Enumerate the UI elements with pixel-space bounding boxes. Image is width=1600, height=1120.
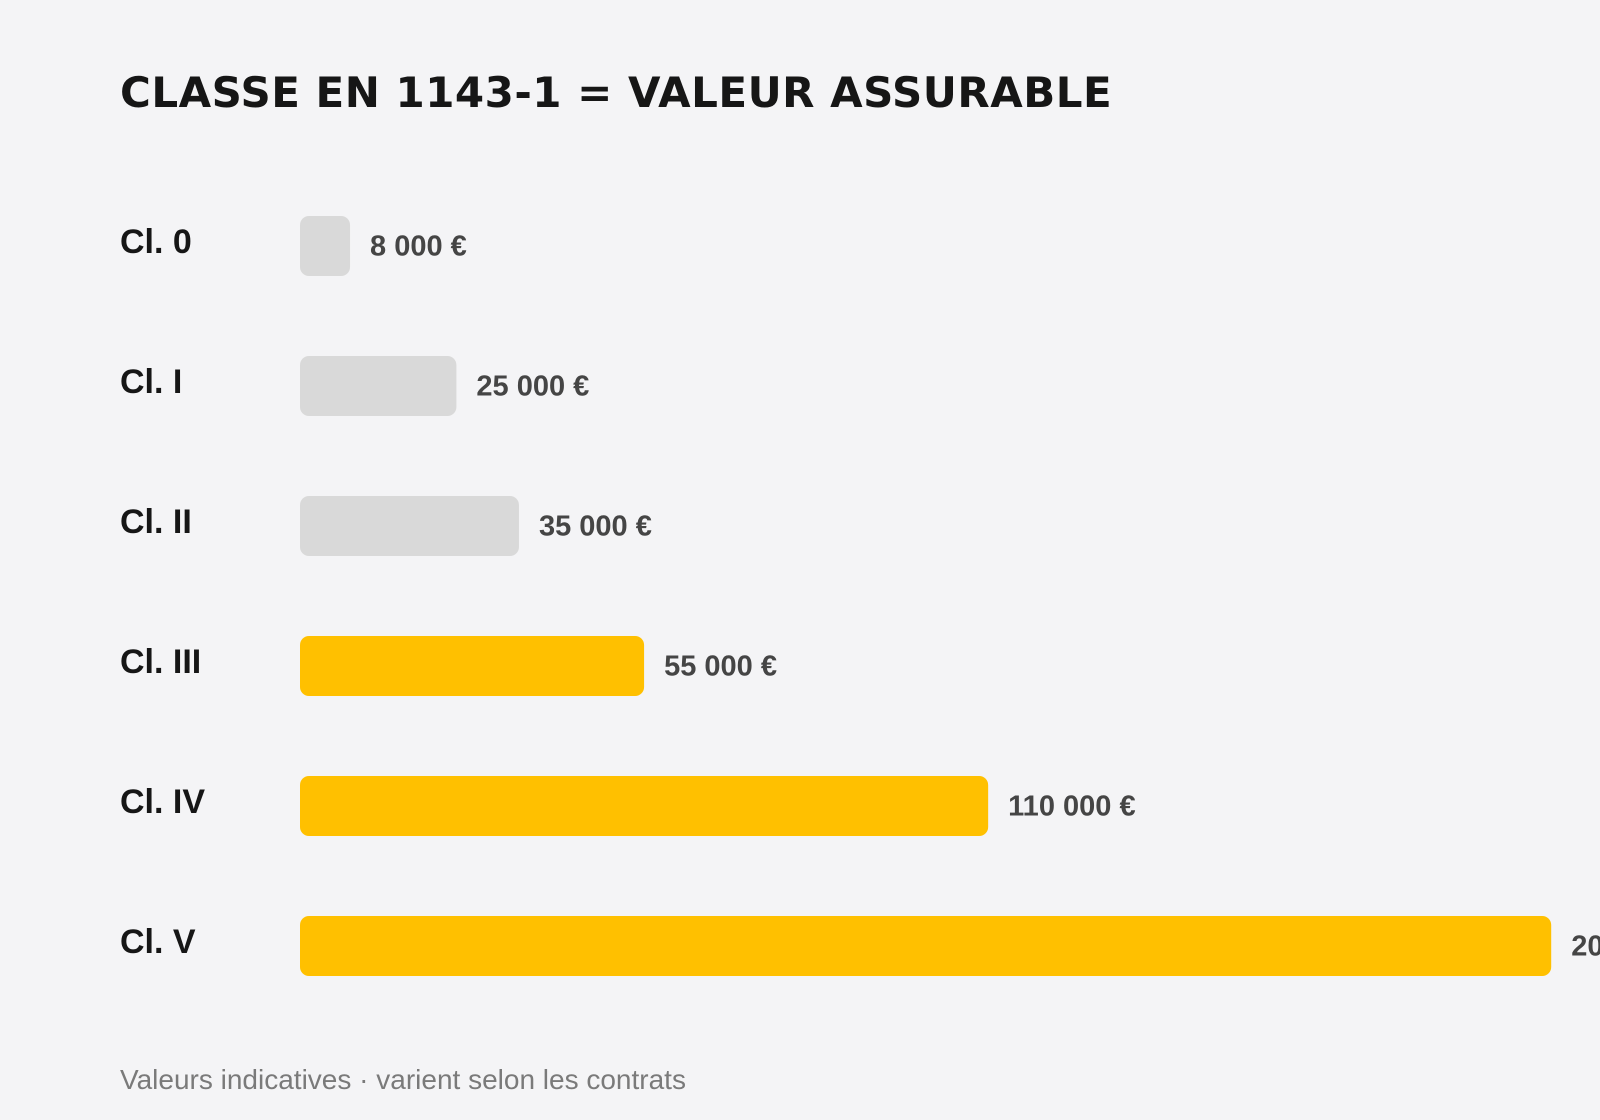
value-label: 110 000 € bbox=[1008, 791, 1135, 823]
category-label: Cl. 0 bbox=[120, 223, 192, 261]
bar bbox=[300, 776, 989, 836]
category-label: Cl. I bbox=[120, 363, 182, 401]
category-label: Cl. V bbox=[120, 923, 196, 961]
bar bbox=[300, 916, 1552, 976]
value-label: 200 bbox=[1571, 931, 1600, 963]
value-label: 35 000 € bbox=[539, 511, 652, 543]
bar bbox=[300, 356, 457, 416]
bar bbox=[300, 496, 519, 556]
value-label: 8 000 € bbox=[370, 231, 467, 263]
category-label: Cl. IV bbox=[120, 783, 205, 821]
chart-footnote: Valeurs indicatives · varient selon les … bbox=[120, 1064, 686, 1095]
value-label: 25 000 € bbox=[476, 371, 589, 403]
chart-title: CLASSE EN 1143-1 = VALEUR ASSURABLE bbox=[120, 68, 1113, 117]
category-label: Cl. II bbox=[120, 503, 192, 541]
bar bbox=[300, 216, 351, 276]
category-label: Cl. III bbox=[120, 643, 201, 681]
bar bbox=[300, 636, 645, 696]
value-label: 55 000 € bbox=[664, 651, 777, 683]
